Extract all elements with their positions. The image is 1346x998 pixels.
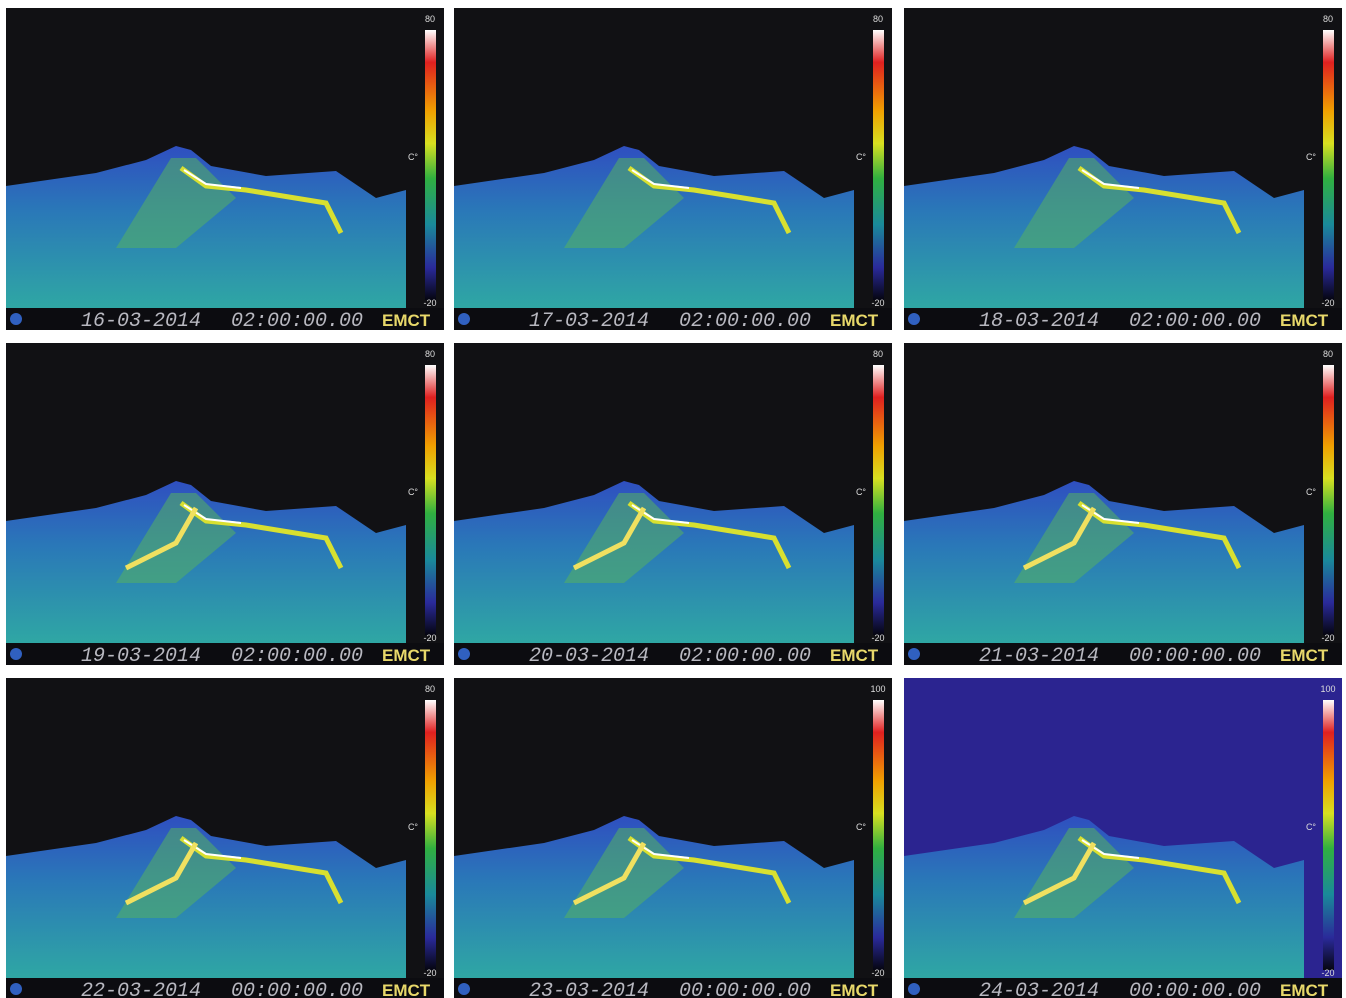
date: 22-03-2014 <box>81 980 201 998</box>
scale-min: -20 <box>1321 633 1334 643</box>
thermal-frame: 100 C° -20 24-03-2014 00:00:00.00 EMCT <box>904 678 1342 998</box>
logo <box>908 983 920 995</box>
date: 21-03-2014 <box>979 645 1099 665</box>
date: 18-03-2014 <box>979 310 1099 330</box>
thermal-frame: 100 C° -20 23-03-2014 00:00:00.00 EMCT <box>454 678 892 998</box>
thermal-frame: 80 C° -20 17-03-2014 02:00:00.00 EMCT <box>454 8 892 330</box>
scale-max: 80 <box>425 349 435 359</box>
scale-max: 100 <box>1320 684 1335 694</box>
colorbar <box>1323 30 1334 300</box>
station: EMCT <box>830 311 879 330</box>
logo <box>10 983 22 995</box>
time: 00:00:00.00 <box>1129 980 1261 998</box>
station: EMCT <box>1280 311 1329 330</box>
info-bar <box>6 978 444 998</box>
scale-max: 80 <box>873 349 883 359</box>
thermal-frame: 80 C° -20 16-03-2014 02:00:00.00 EMCT <box>6 8 444 330</box>
time: 00:00:00.00 <box>1129 645 1261 665</box>
scale-unit: C° <box>856 822 866 832</box>
logo <box>10 313 22 325</box>
info-bar <box>454 978 892 998</box>
colorbar <box>873 365 884 635</box>
info-bar <box>6 643 444 665</box>
scale-min: -20 <box>423 968 436 978</box>
scale-unit: C° <box>856 152 866 162</box>
date: 24-03-2014 <box>979 980 1099 998</box>
colorbar <box>425 30 436 300</box>
colorbar <box>873 30 884 300</box>
scale-min: -20 <box>871 633 884 643</box>
scale-unit: C° <box>1306 822 1316 832</box>
thermal-frame: 80 C° -20 18-03-2014 02:00:00.00 EMCT <box>904 8 1342 330</box>
scale-unit: C° <box>856 487 866 497</box>
time: 02:00:00.00 <box>231 645 363 665</box>
time: 00:00:00.00 <box>679 980 811 998</box>
date: 19-03-2014 <box>81 645 201 665</box>
thermal-frame: 80 C° -20 22-03-2014 00:00:00.00 EMCT <box>6 678 444 998</box>
info-bar <box>904 978 1342 998</box>
scale-max: 80 <box>425 14 435 24</box>
time: 02:00:00.00 <box>231 310 363 330</box>
scale-unit: C° <box>1306 152 1316 162</box>
station: EMCT <box>1280 646 1329 665</box>
thermal-frame: 80 C° -20 19-03-2014 02:00:00.00 EMCT <box>6 343 444 665</box>
colorbar <box>425 700 436 970</box>
time: 00:00:00.00 <box>231 980 363 998</box>
colorbar <box>873 700 884 970</box>
scale-unit: C° <box>1306 487 1316 497</box>
scale-max: 80 <box>1323 14 1333 24</box>
station: EMCT <box>830 981 879 998</box>
station: EMCT <box>382 311 431 330</box>
logo <box>10 648 22 660</box>
scale-unit: C° <box>408 152 418 162</box>
scale-min: -20 <box>871 968 884 978</box>
time: 02:00:00.00 <box>679 645 811 665</box>
date: 23-03-2014 <box>529 980 649 998</box>
colorbar <box>1323 700 1334 970</box>
station: EMCT <box>830 646 879 665</box>
logo <box>458 983 470 995</box>
station: EMCT <box>1280 981 1329 998</box>
logo <box>908 313 920 325</box>
info-bar <box>6 308 444 330</box>
time: 02:00:00.00 <box>679 310 811 330</box>
scale-min: -20 <box>423 633 436 643</box>
scale-max: 80 <box>425 684 435 694</box>
logo <box>908 648 920 660</box>
thermal-frame: 80 C° -20 20-03-2014 02:00:00.00 EMCT <box>454 343 892 665</box>
info-bar <box>454 308 892 330</box>
scale-max: 80 <box>873 14 883 24</box>
scale-unit: C° <box>408 822 418 832</box>
info-bar <box>904 643 1342 665</box>
logo <box>458 648 470 660</box>
station: EMCT <box>382 981 431 998</box>
date: 16-03-2014 <box>81 310 201 330</box>
scale-min: -20 <box>1321 298 1334 308</box>
scale-min: -20 <box>423 298 436 308</box>
station: EMCT <box>382 646 431 665</box>
scale-max: 100 <box>870 684 885 694</box>
colorbar <box>1323 365 1334 635</box>
time: 02:00:00.00 <box>1129 310 1261 330</box>
scale-min: -20 <box>1321 968 1334 978</box>
colorbar <box>425 365 436 635</box>
figure: 80C°-2016-03-201402:00:00.00EMCT80C°-201… <box>0 0 1346 998</box>
logo <box>458 313 470 325</box>
scale-min: -20 <box>871 298 884 308</box>
info-bar <box>454 643 892 665</box>
scale-unit: C° <box>408 487 418 497</box>
thermal-frame: 80 C° -20 21-03-2014 00:00:00.00 EMCT <box>904 343 1342 665</box>
date: 17-03-2014 <box>529 310 649 330</box>
info-bar <box>904 308 1342 330</box>
date: 20-03-2014 <box>529 645 649 665</box>
scale-max: 80 <box>1323 349 1333 359</box>
